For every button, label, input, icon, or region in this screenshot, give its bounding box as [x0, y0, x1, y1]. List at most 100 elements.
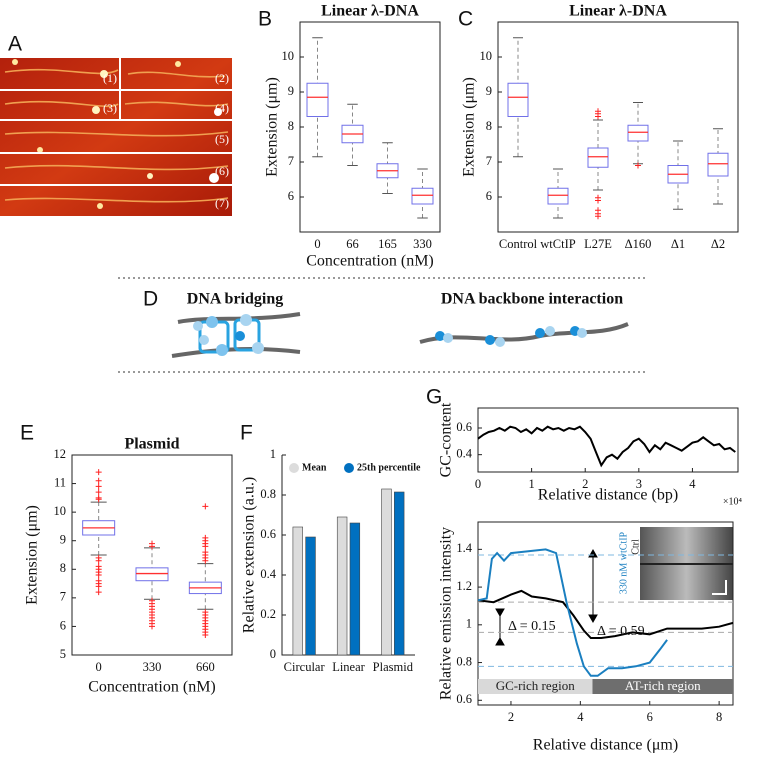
x-axis-label: Concentration (nM) — [306, 253, 434, 270]
x-multiplier: ×10⁴ — [723, 496, 743, 507]
chart-title: Linear λ-DNA — [569, 3, 667, 20]
y-tick-label: 6 — [486, 189, 492, 203]
bar — [381, 488, 392, 656]
outlier — [595, 113, 601, 120]
y-tick-label: 5 — [60, 647, 66, 661]
bar — [394, 491, 405, 656]
region-band — [592, 679, 733, 694]
x-tick-label: Δ2 — [711, 237, 725, 251]
y-tick-label: 1 — [270, 447, 276, 461]
y-tick-label: 1.2 — [456, 579, 472, 593]
y-axis-label: Extension (μm) — [264, 77, 281, 177]
legend-label: 25th percentile — [357, 462, 421, 473]
x-tick-label: Linear — [332, 660, 365, 674]
x-tick-label: 0 — [314, 237, 320, 251]
y-tick-label: 7 — [60, 590, 66, 604]
delta-arrows — [495, 548, 598, 646]
legend-label: Ctrl — [630, 539, 641, 555]
outlier — [95, 589, 102, 596]
box — [627, 124, 649, 142]
x-axis-label: Concentration (nM) — [88, 679, 216, 696]
y-tick-label: 9 — [486, 84, 492, 98]
box — [587, 147, 609, 168]
image-label: (2) — [215, 71, 229, 85]
chart-title: Plasmid — [124, 436, 179, 453]
outlier — [95, 477, 102, 484]
x-tick-label: 330 — [413, 237, 432, 251]
outlier — [202, 503, 209, 510]
image-label: (7) — [215, 196, 229, 210]
box — [411, 187, 434, 205]
x-tick-label: 66 — [346, 237, 359, 251]
inset-kymograph — [640, 527, 733, 600]
x-tick-label: 8 — [716, 710, 722, 724]
x-tick-label: 3 — [636, 477, 642, 491]
y-tick-label: 0.6 — [260, 527, 276, 541]
bar — [349, 522, 361, 656]
box — [507, 82, 529, 117]
axes-frame — [71, 454, 233, 656]
x-tick-label: wtCtIP — [540, 237, 575, 251]
outlier — [95, 469, 102, 476]
axes-frame — [477, 521, 734, 706]
image-label: (5) — [215, 132, 229, 146]
diagram-title: DNA bridging — [187, 291, 283, 308]
x-axis-label: Relative distance (μm) — [533, 737, 678, 754]
y-tick-label: 0.8 — [456, 654, 472, 668]
y-tick-label: 10 — [282, 49, 295, 63]
image-label: (6) — [215, 164, 229, 178]
x-tick-label: 2 — [508, 710, 514, 724]
y-axis-label: Extension (μm) — [24, 505, 41, 605]
outlier — [95, 489, 102, 496]
y-tick-label: 0.6 — [456, 420, 472, 434]
legend-label: 330 nM wtCtIP — [618, 531, 629, 594]
outlier — [202, 543, 209, 550]
outlier — [595, 197, 601, 204]
outlier — [635, 162, 641, 169]
y-tick-label: 6 — [60, 618, 66, 632]
box — [306, 82, 329, 117]
outlier — [95, 483, 102, 490]
image-label: (4) — [215, 101, 229, 115]
x-tick-label: 165 — [378, 237, 397, 251]
line-series — [477, 548, 668, 677]
x-tick-label: 330 — [143, 660, 162, 674]
image-label: (3) — [103, 101, 117, 115]
x-tick-label: 0 — [475, 477, 481, 491]
y-tick-label: 0.6 — [456, 692, 472, 706]
outlier — [95, 557, 102, 564]
y-axis-label: Relative extension (a.u.) — [241, 477, 258, 633]
x-tick-label: 6 — [647, 710, 653, 724]
panel-letter: B — [258, 8, 272, 31]
x-tick-label: Δ1 — [671, 237, 685, 251]
line-series — [477, 425, 736, 468]
y-tick-label: 8 — [288, 119, 294, 133]
y-tick-label: 9 — [60, 533, 66, 547]
chart-title: Linear λ-DNA — [321, 3, 419, 20]
annotation: Δ = 0.15 — [508, 619, 556, 634]
line-series — [477, 589, 734, 639]
legend-marker — [344, 463, 354, 473]
panel-letter: G — [426, 386, 442, 409]
x-tick-label: 660 — [196, 660, 215, 674]
outlier — [95, 496, 102, 503]
box — [707, 152, 729, 177]
x-tick-label: L27E — [584, 237, 612, 251]
box — [547, 187, 569, 205]
axes-frame — [497, 21, 739, 233]
y-tick-label: 7 — [288, 154, 294, 168]
x-tick-label: 1 — [528, 477, 534, 491]
y-tick-label: 12 — [54, 447, 67, 461]
y-axis-label: GC-content — [438, 402, 455, 477]
region-label: GC-rich region — [496, 678, 576, 693]
x-tick-label: 0 — [96, 660, 102, 674]
panel-letter: E — [20, 422, 34, 445]
bar — [292, 526, 303, 656]
axes-frame — [477, 407, 739, 473]
region-label: AT-rich region — [625, 678, 701, 693]
x-axis-label: Relative distance (bp) — [538, 487, 678, 504]
x-tick-label: 2 — [582, 477, 588, 491]
diagram-title: DNA backbone interaction — [441, 291, 623, 308]
bar — [336, 516, 348, 656]
